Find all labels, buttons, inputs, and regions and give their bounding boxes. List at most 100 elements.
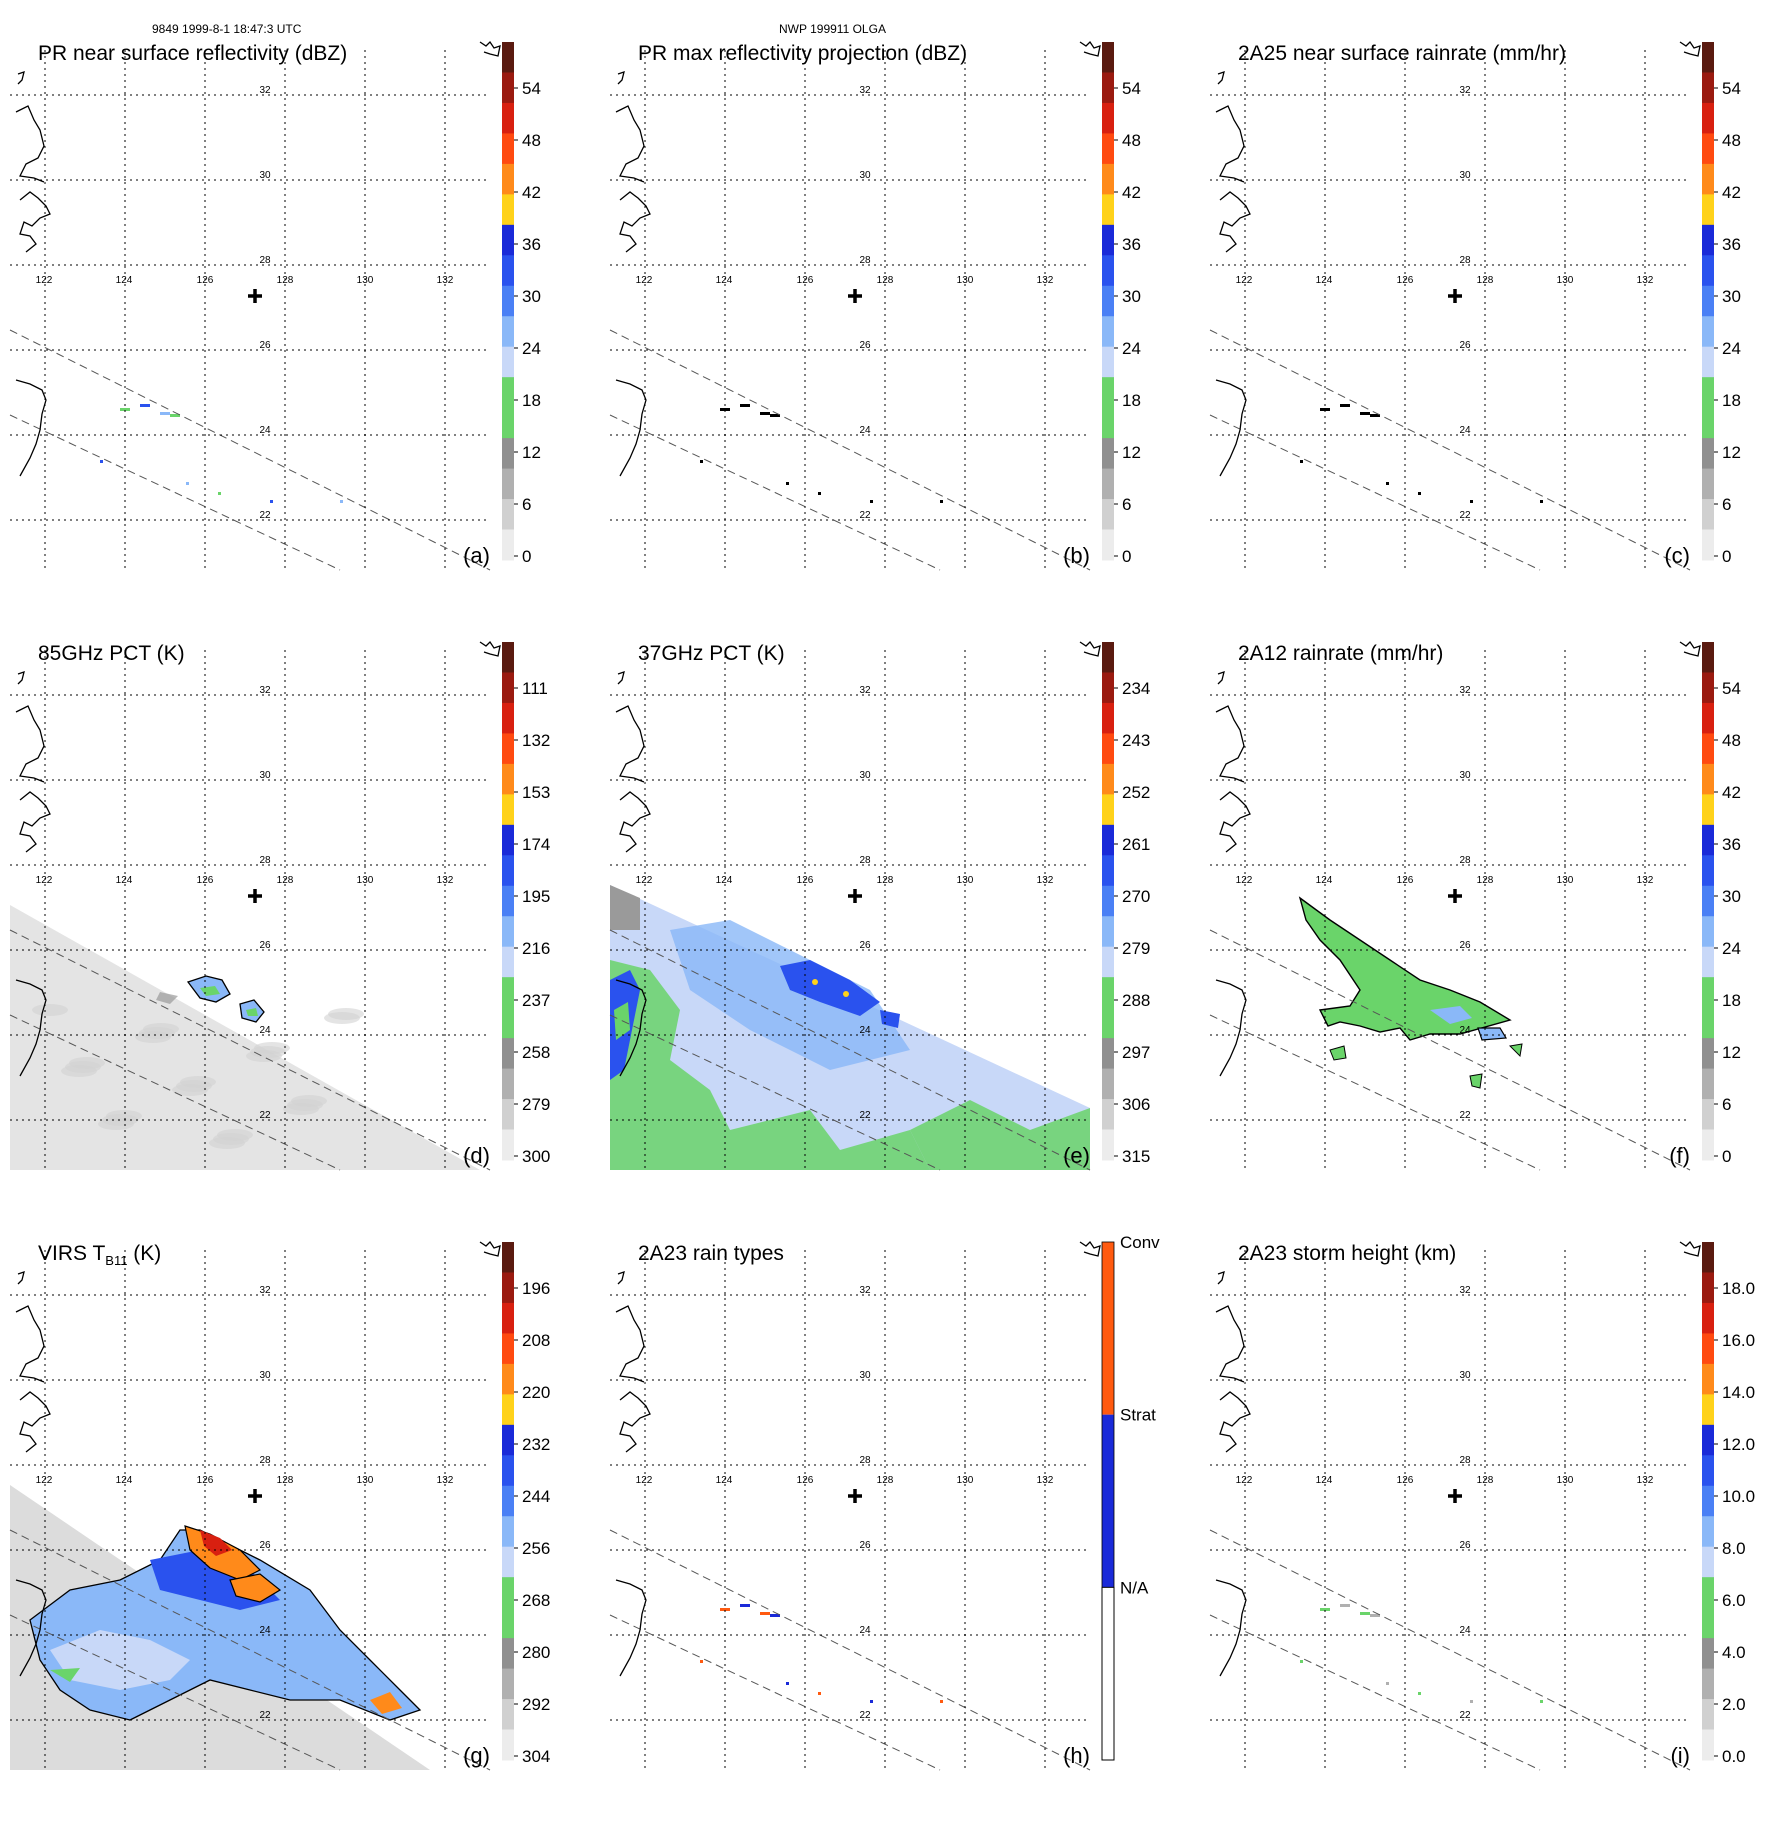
panel-d: 122 124 126 128 130 132 32 30 28 26 24 22 85GHz PCT … [9,630,610,1230]
colorbar-label: 18 [1722,391,1741,410]
colorbar-label: 10.0 [1722,1487,1755,1506]
lat-tick-label: 24 [1459,425,1471,436]
coastline [15,1271,51,1453]
colorbar-label: 14.0 [1722,1383,1755,1402]
colorbar-label: 48 [1722,731,1741,750]
panel-letter: (i) [1670,1743,1690,1768]
lon-tick-label: 132 [1037,275,1054,286]
lat-tick-label: 32 [1459,1285,1471,1296]
storm-center-plus-icon [248,289,262,303]
lon-tick-label: 130 [957,875,974,886]
panel-title: PR max reflectivity projection (dBZ) [638,42,967,65]
lon-tick-label: 128 [277,275,294,286]
lat-tick-label: 22 [859,1710,871,1721]
lat-tick-label: 28 [859,1455,871,1466]
colorbar-label: 42 [522,183,541,202]
panel-letter: (h) [1063,1743,1090,1768]
lon-tick-label: 130 [357,1475,374,1486]
coastline [615,379,647,477]
colorbar: 54 48 42 36 30 24 18 12 6 0 [1702,42,1741,566]
colorbar-label: 48 [522,131,541,150]
storm-center-plus-icon [1448,889,1462,903]
storm-center-plus-icon [848,289,862,303]
colorbar-label: 18 [522,391,541,410]
lat-tick-label: 22 [1459,510,1471,521]
colorbar-label: 54 [1122,79,1141,98]
colorbar-label: 36 [1722,835,1741,854]
colorbar-label: 174 [522,835,550,854]
coastline [1079,1240,1101,1257]
lon-tick-label: 132 [437,275,454,286]
colorbar-label: 12 [1122,443,1141,462]
lat-tick-label: 30 [1459,1370,1471,1381]
lat-tick-label: 24 [859,1025,871,1036]
lat-tick-label: 28 [259,1455,271,1466]
colorbar-label: 280 [522,1643,550,1662]
lat-tick-label: 24 [859,425,871,436]
lat-tick-label: 30 [259,1370,271,1381]
lon-tick-label: 130 [1557,1475,1574,1486]
lon-tick-label: 126 [197,875,214,886]
colorbar-label: 48 [1122,131,1141,150]
lat-tick-label: 24 [1459,1025,1471,1036]
lon-tick-label: 130 [1557,275,1574,286]
lat-tick-label: 32 [1459,85,1471,96]
lat-tick-label: 28 [259,855,271,866]
lon-tick-label: 126 [1397,875,1414,886]
map-plot-g: 122 124 126 128 130 132 32 30 28 26 24 22 VIRS TB11 … [9,1240,550,1771]
panel-a: 122 124 126 128 130 132 32 30 28 26 24 22 PR near su… [9,30,610,630]
colorbar-label: 237 [522,991,550,1010]
colorbar-label: 306 [1122,1095,1150,1114]
lat-tick-label: 22 [259,1710,271,1721]
lat-tick-label: 30 [1459,770,1471,781]
colorbar-label: 6 [1722,1095,1731,1114]
colorbar-label: 6 [1122,495,1131,514]
panel-letter: (g) [463,1743,490,1768]
lon-tick-label: 122 [36,275,53,286]
lat-tick-label: 30 [859,170,871,181]
map-plot-d: 122 124 126 128 130 132 32 30 28 26 24 22 85GHz PCT … [9,640,550,1171]
colorbar-label: 208 [522,1331,550,1350]
colorbar-label: N/A [1120,1578,1149,1597]
lon-tick-label: 124 [116,875,133,886]
lon-tick-label: 128 [877,875,894,886]
lat-tick-label: 30 [1459,170,1471,181]
lat-tick-label: 30 [859,770,871,781]
lon-tick-label: 124 [716,275,733,286]
lon-tick-label: 132 [437,1475,454,1486]
colorbar-label: 216 [522,939,550,958]
lat-tick-label: 32 [259,685,271,696]
lat-tick-label: 28 [1459,855,1471,866]
lat-tick-label: 24 [259,425,271,436]
colorbar-label: Conv [1120,1233,1160,1252]
colorbar-label: 244 [522,1487,550,1506]
colorbar-label: 268 [522,1591,550,1610]
colorbar: 54 48 42 36 30 24 18 12 6 0 [1702,642,1741,1166]
storm-center-plus-icon [248,1489,262,1503]
lon-tick-label: 132 [437,875,454,886]
lon-tick-label: 128 [1477,875,1494,886]
colorbar-label: 8.0 [1722,1539,1746,1558]
colorbar-label: 6.0 [1722,1591,1746,1610]
lon-tick-label: 122 [36,875,53,886]
storm-center-plus-icon [848,889,862,903]
lon-tick-label: 126 [197,1475,214,1486]
lon-tick-label: 122 [1236,1475,1253,1486]
lon-tick-label: 126 [797,1475,814,1486]
coastline [1679,40,1701,57]
coastline [15,671,51,853]
lat-tick-label: 32 [859,85,871,96]
colorbar-label: 256 [522,1539,550,1558]
colorbar-label: 261 [1122,835,1150,854]
coastline [479,40,501,57]
coastline [1215,1271,1251,1453]
lat-tick-label: 26 [859,340,871,351]
lat-tick-label: 28 [259,255,271,266]
coastline [1215,71,1251,253]
colorbar-label: 36 [1722,235,1741,254]
panel-e: 122 124 126 128 130 132 32 30 28 26 24 22 37GHz PCT … [609,630,1210,1230]
storm-center-plus-icon [848,1489,862,1503]
lat-tick-label: 22 [259,510,271,521]
lon-tick-label: 128 [877,275,894,286]
